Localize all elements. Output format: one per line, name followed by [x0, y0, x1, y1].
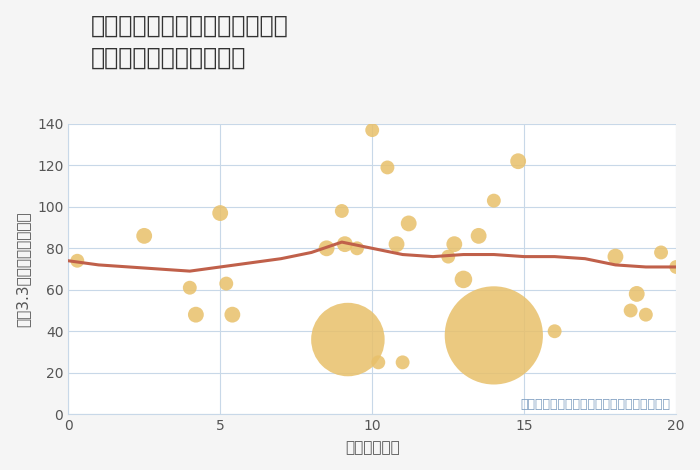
Point [640, 311, 652, 318]
Point [340, 240, 351, 248]
Point [488, 197, 499, 204]
Point [397, 359, 408, 366]
Point [488, 332, 499, 339]
Point [403, 219, 414, 227]
Point [227, 311, 238, 318]
Text: 愛知県海部郡蟹江町今東郊通の
駅距離別中古戸建て価格: 愛知県海部郡蟹江町今東郊通の 駅距離別中古戸建て価格 [91, 14, 288, 70]
Point [512, 157, 524, 165]
Point [549, 328, 560, 335]
Point [336, 207, 347, 215]
Point [442, 253, 454, 260]
Point [71, 257, 83, 265]
Point [655, 249, 666, 256]
Point [625, 307, 636, 314]
Point [190, 311, 202, 318]
Point [458, 275, 469, 283]
Point [184, 284, 195, 291]
Point [671, 263, 682, 271]
X-axis label: 駅距離（分）: 駅距離（分） [345, 440, 400, 455]
Point [449, 240, 460, 248]
Point [610, 253, 621, 260]
Point [391, 240, 402, 248]
Point [631, 290, 643, 298]
Point [372, 359, 384, 366]
Text: 円の大きさは、取引のあった物件面積を示す: 円の大きさは、取引のあった物件面積を示す [520, 398, 670, 411]
Y-axis label: 坪（3.3㎡）単価（万円）: 坪（3.3㎡）単価（万円） [15, 211, 30, 327]
Point [473, 232, 484, 240]
Point [139, 232, 150, 240]
Point [220, 280, 232, 287]
Point [321, 244, 332, 252]
Point [367, 126, 378, 134]
Point [215, 209, 226, 217]
Point [342, 336, 354, 343]
Point [382, 164, 393, 171]
Point [351, 244, 363, 252]
